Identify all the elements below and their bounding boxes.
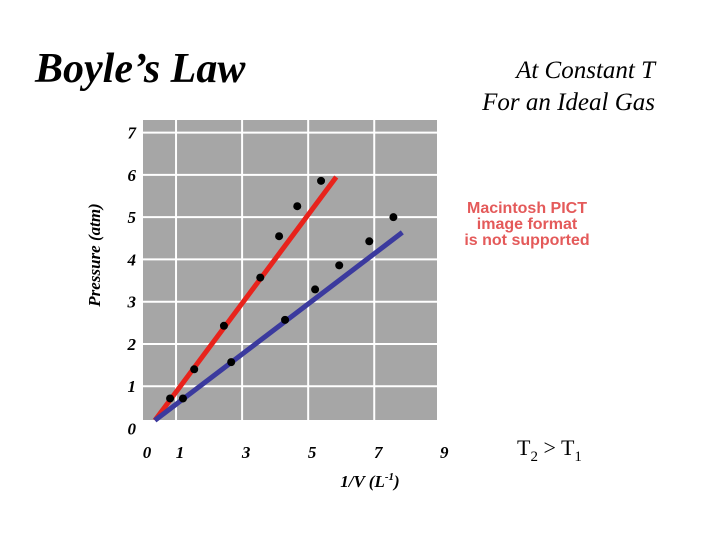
fit-line: [152, 175, 339, 422]
data-point: [178, 394, 187, 403]
relation-part: > T: [538, 435, 575, 460]
data-point: [219, 321, 228, 330]
subtitle: For an Ideal Gas: [481, 89, 655, 116]
y-tick-label: 7: [128, 124, 138, 143]
data-point: [227, 358, 236, 367]
fit-line: [153, 230, 404, 423]
data-point: [256, 273, 265, 282]
x-axis-label-part: ): [392, 472, 400, 491]
relation: T2 > T1: [517, 435, 582, 465]
title: Boyle’s Law: [34, 46, 246, 92]
data-point: [281, 315, 290, 324]
relation-part: 2: [530, 449, 538, 465]
y-tick-label: 5: [128, 208, 137, 227]
y-tick-label: 2: [127, 335, 137, 354]
data-point: [190, 365, 199, 374]
relation-part: 1: [574, 449, 582, 465]
x-tick-label: 5: [308, 443, 317, 462]
y-tick-label: 1: [128, 377, 137, 396]
placeholder-text: Macintosh PICT: [467, 200, 587, 217]
x-axis-label-part: -1: [385, 471, 394, 483]
data-point: [166, 394, 175, 403]
x-tick-label: 1: [176, 443, 185, 462]
x-tick-label: 0: [143, 443, 152, 462]
y-tick-label: 6: [128, 166, 137, 185]
data-point: [311, 285, 320, 294]
data-point: [317, 176, 326, 185]
x-tick-label: 7: [374, 443, 384, 462]
data-point: [389, 213, 398, 222]
subtitle: At Constant T: [514, 57, 657, 84]
data-point: [365, 237, 374, 246]
relation-part: T: [517, 435, 531, 460]
placeholder-text: is not supported: [464, 232, 589, 249]
x-axis-label: 1/V (L-1): [340, 471, 399, 491]
x-tick-label: 9: [440, 443, 449, 462]
placeholder-text: image format: [477, 216, 578, 233]
x-tick-label: 3: [241, 443, 251, 462]
y-axis-label: Pressure (atm): [85, 203, 104, 307]
data-point: [275, 232, 284, 241]
data-point: [293, 202, 302, 211]
y-tick-label: 4: [127, 250, 137, 269]
data-point: [335, 261, 344, 270]
x-axis-label-part: 1/V (L: [340, 472, 385, 491]
y-tick-label: 3: [127, 293, 137, 312]
y-tick-label: 0: [128, 419, 137, 438]
